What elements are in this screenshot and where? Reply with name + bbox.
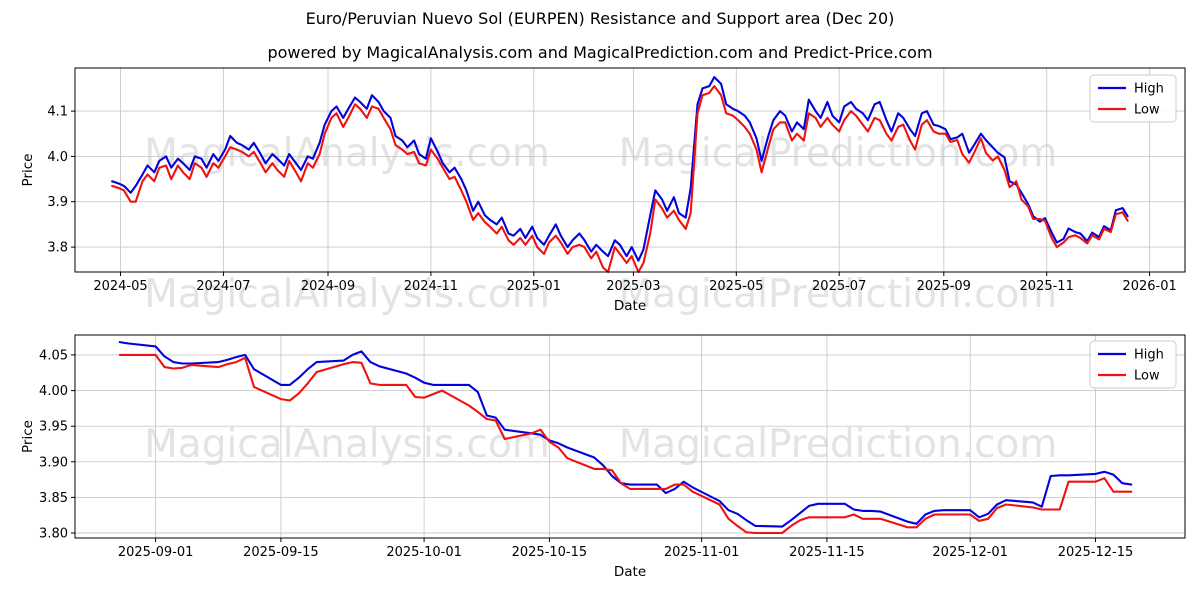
legend: High Low — [1089, 340, 1177, 389]
high-series-line — [118, 341, 1133, 528]
x-tick-label: 2024-11 — [404, 279, 458, 294]
y-tick-label: 3.85 — [39, 491, 68, 506]
plot-border — [74, 334, 1186, 539]
legend: High Low — [1089, 74, 1177, 123]
watermark-text: MagicalAnalysis.com — [144, 422, 550, 467]
legend-label-low: Low — [1134, 103, 1160, 118]
legend-box — [1089, 340, 1177, 389]
x-tick-label: 2025-10-01 — [386, 545, 462, 560]
x-tick-label: 2025-12-15 — [1058, 545, 1134, 560]
y-tick-label: 3.80 — [39, 527, 68, 542]
watermark-text: MagicalAnalysis.com — [144, 272, 550, 317]
low-series-line — [111, 85, 1129, 274]
x-tick-label: 2025-09-15 — [243, 545, 319, 560]
x-tick-label: 2025-01 — [507, 279, 561, 294]
y-axis-label: Price — [20, 420, 36, 453]
low-series-line — [118, 353, 1133, 535]
price-chart-top: 2024-05 2024-07 2024-09 2024-11 2025-01 2025-… — [20, 67, 1186, 314]
y-tick-label: 4.00 — [39, 384, 68, 399]
price-chart-bottom: 2025-09-01 2025-09-15 2025-10-01 2025-10-15… — [20, 334, 1186, 580]
watermark-text: MagicalPrediction.com — [619, 272, 1058, 317]
legend-label-high: High — [1134, 348, 1164, 363]
watermark-text: MagicalPrediction.com — [619, 422, 1058, 467]
y-tick-label: 3.90 — [39, 455, 68, 470]
watermark-text: MagicalAnalysis.com — [144, 131, 550, 176]
plot-border — [74, 67, 1186, 273]
x-axis-label: Date — [614, 564, 646, 580]
x-tick-label: 2025-07 — [812, 279, 866, 294]
y-tick-label: 4.0 — [47, 150, 68, 165]
figure-subtitle: powered by MagicalAnalysis.com and Magic… — [267, 43, 933, 62]
x-tick-label: 2025-11-15 — [789, 545, 865, 560]
x-tick-label: 2025-03 — [606, 279, 660, 294]
x-tick-label: 2024-07 — [196, 279, 250, 294]
x-tick-label: 2026-01 — [1122, 279, 1176, 294]
x-tick-label: 2025-12-01 — [932, 545, 1008, 560]
x-tick-label: 2024-09 — [301, 279, 355, 294]
legend-label-low: Low — [1134, 369, 1160, 384]
legend-box — [1089, 74, 1177, 123]
y-tick-label: 3.9 — [47, 195, 68, 210]
x-tick-label: 2025-11 — [1020, 279, 1074, 294]
y-tick-label: 4.05 — [39, 348, 68, 363]
x-tick-label: 2024-05 — [93, 279, 147, 294]
watermark-layer: MagicalAnalysis.com MagicalPrediction.com… — [144, 131, 1057, 467]
x-tick-label: 2025-05 — [709, 279, 763, 294]
legend-label-high: High — [1134, 82, 1164, 97]
x-tick-label: 2025-11-01 — [664, 545, 740, 560]
x-tick-label: 2025-09-01 — [118, 545, 194, 560]
x-tick-label: 2025-10-15 — [512, 545, 588, 560]
x-tick-label: 2025-09 — [917, 279, 971, 294]
y-tick-label: 3.8 — [47, 241, 68, 256]
y-tick-label: 4.1 — [47, 105, 68, 120]
high-series-line — [111, 76, 1129, 262]
y-tick-label: 3.95 — [39, 420, 68, 435]
figure-title: Euro/Peruvian Nuevo Sol (EURPEN) Resista… — [305, 9, 895, 28]
y-axis-label: Price — [20, 154, 36, 187]
watermark-text: MagicalPrediction.com — [619, 131, 1058, 176]
x-axis-label: Date — [614, 298, 646, 314]
